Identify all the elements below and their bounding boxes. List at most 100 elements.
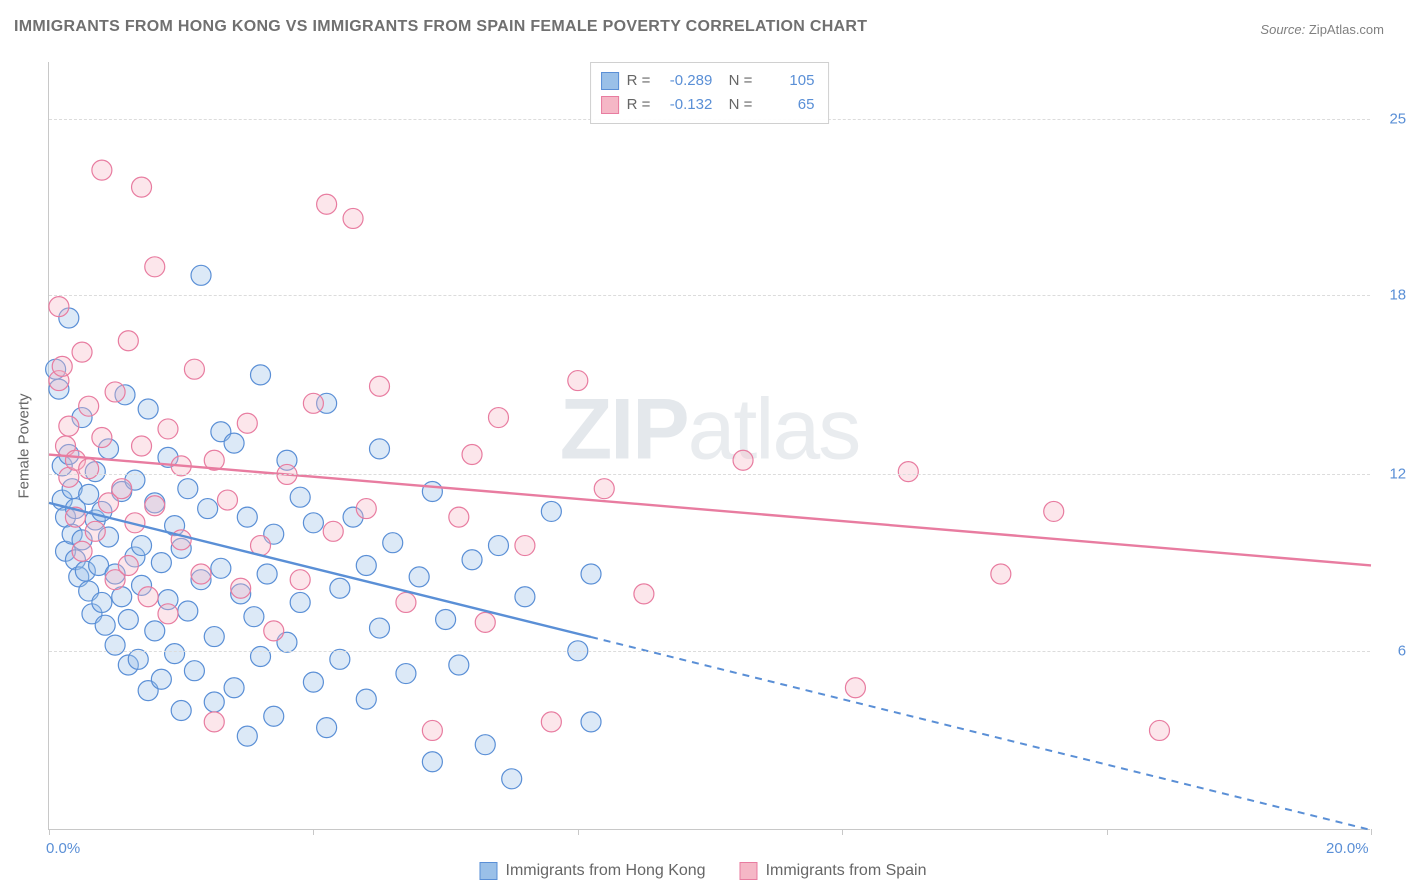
data-point <box>105 382 125 402</box>
data-point <box>158 419 178 439</box>
data-point <box>191 265 211 285</box>
legend-label: Immigrants from Spain <box>766 862 927 880</box>
data-point <box>184 661 204 681</box>
x-tick <box>313 829 314 835</box>
data-point <box>138 587 158 607</box>
data-point <box>317 194 337 214</box>
data-point <box>178 601 198 621</box>
chart-title: IMMIGRANTS FROM HONG KONG VS IMMIGRANTS … <box>14 18 867 36</box>
y-tick-label: 12.5% <box>1376 466 1406 483</box>
data-point <box>237 726 257 746</box>
data-point <box>72 342 92 362</box>
source-value: ZipAtlas.com <box>1309 22 1384 37</box>
data-point <box>356 555 376 575</box>
data-point <box>898 462 918 482</box>
legend-item: Immigrants from Spain <box>740 862 927 880</box>
x-axis-min-label: 0.0% <box>46 840 80 857</box>
data-point <box>581 564 601 584</box>
data-point <box>449 507 469 527</box>
data-point <box>383 533 403 553</box>
n-label: N = <box>720 93 752 117</box>
data-point <box>92 427 112 447</box>
gridline <box>49 295 1370 296</box>
data-point <box>204 627 224 647</box>
data-point <box>422 752 442 772</box>
data-point <box>145 621 165 641</box>
x-tick <box>842 829 843 835</box>
data-point <box>330 578 350 598</box>
data-point <box>59 416 79 436</box>
swatch-icon <box>479 862 497 880</box>
data-point <box>396 592 416 612</box>
data-point <box>370 439 390 459</box>
x-tick <box>49 829 50 835</box>
data-point <box>594 479 614 499</box>
data-point <box>568 371 588 391</box>
data-point <box>151 553 171 573</box>
data-point <box>733 450 753 470</box>
data-point <box>118 331 138 351</box>
r-label: R = <box>627 93 651 117</box>
data-point <box>303 672 323 692</box>
data-point <box>79 396 99 416</box>
data-point <box>541 712 561 732</box>
data-point <box>356 689 376 709</box>
y-tick-label: 25.0% <box>1376 110 1406 127</box>
data-point <box>198 499 218 519</box>
data-point <box>436 610 456 630</box>
data-point <box>488 536 508 556</box>
y-tick-label: 18.8% <box>1376 287 1406 304</box>
data-point <box>204 692 224 712</box>
data-point <box>224 678 244 698</box>
data-point <box>237 507 257 527</box>
legend-item: Immigrants from Hong Kong <box>479 862 705 880</box>
plot-area: ZIPatlas R = -0.289 N = 105 R = -0.132 N… <box>48 62 1370 830</box>
r-label: R = <box>627 69 651 93</box>
bottom-legend: Immigrants from Hong Kong Immigrants from… <box>479 862 926 880</box>
data-point <box>290 570 310 590</box>
data-point <box>79 484 99 504</box>
data-point <box>475 612 495 632</box>
n-label: N = <box>720 69 752 93</box>
data-point <box>290 487 310 507</box>
data-point <box>171 701 191 721</box>
data-point <box>475 735 495 755</box>
data-point <box>138 399 158 419</box>
data-point <box>95 615 115 635</box>
gridline <box>49 474 1370 475</box>
swatch-icon <box>601 96 619 114</box>
n-value: 65 <box>760 93 814 117</box>
trend-line-dashed <box>591 637 1371 830</box>
data-point <box>462 445 482 465</box>
data-point <box>118 555 138 575</box>
data-point <box>488 408 508 428</box>
source-label: Source: <box>1260 22 1305 37</box>
data-point <box>1149 720 1169 740</box>
data-point <box>191 564 211 584</box>
data-point <box>634 584 654 604</box>
data-point <box>151 669 171 689</box>
data-point <box>231 578 251 598</box>
data-point <box>845 678 865 698</box>
data-point <box>112 479 132 499</box>
swatch-icon <box>740 862 758 880</box>
data-point <box>370 376 390 396</box>
r-value: -0.132 <box>658 93 712 117</box>
data-point <box>422 720 442 740</box>
gridline <box>49 651 1370 652</box>
data-point <box>132 536 152 556</box>
legend-stats-row: R = -0.132 N = 65 <box>601 93 815 117</box>
data-point <box>303 513 323 533</box>
data-point <box>85 521 105 541</box>
data-point <box>502 769 522 789</box>
data-point <box>92 592 112 612</box>
data-point <box>409 567 429 587</box>
y-tick-label: 6.3% <box>1376 642 1406 659</box>
data-point <box>145 496 165 516</box>
data-point <box>462 550 482 570</box>
data-point <box>257 564 277 584</box>
data-point <box>323 521 343 541</box>
legend-stats-row: R = -0.289 N = 105 <box>601 69 815 93</box>
data-point <box>330 649 350 669</box>
legend-label: Immigrants from Hong Kong <box>505 862 705 880</box>
